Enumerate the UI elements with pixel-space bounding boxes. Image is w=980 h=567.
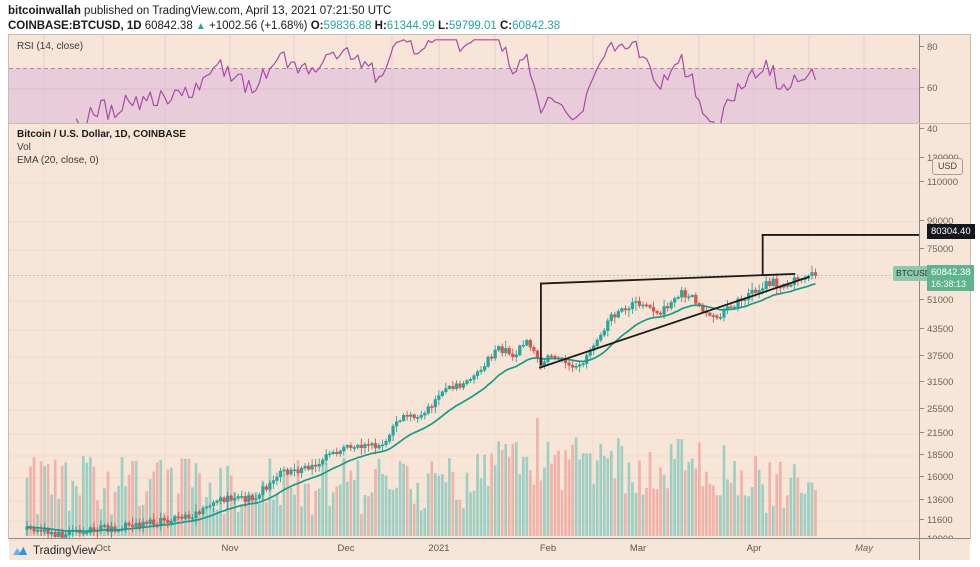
rsi-tick: 60 [920, 83, 971, 95]
tradingview-logo-icon [13, 546, 27, 555]
low-value: 59799.01 [448, 20, 497, 32]
symbol-tag-badge: BTCUSD [893, 266, 934, 281]
rsi-plot [9, 35, 919, 123]
price-tick: 37500 [920, 351, 971, 363]
price-tick: 18500 [920, 450, 971, 462]
price-tick-label: 43500 [927, 324, 954, 335]
price-tick-label: 90000 [927, 216, 954, 227]
publish-info: published on TradingView.com, April 13, … [84, 5, 392, 17]
price-tick: 16000 [920, 472, 971, 484]
price-tick: 11600 [920, 515, 971, 527]
publish-line: bitcoinwallah published on TradingView.c… [8, 2, 968, 19]
price-tick: 43500 [920, 324, 971, 336]
rsi-tick: 80 [920, 42, 971, 54]
price-tick: 21500 [920, 428, 971, 440]
price-tick-label: 16000 [927, 472, 954, 483]
price-tick: 110000 [920, 177, 971, 189]
price-tick: 25500 [920, 404, 971, 416]
price-tick-label: 37500 [927, 351, 954, 362]
close-value: 60842.38 [512, 20, 561, 32]
price-tick-label: 31500 [927, 377, 954, 388]
price-tick: 51000 [920, 295, 971, 307]
rsi-tick-label: 80 [927, 42, 938, 53]
pane-divider [9, 123, 919, 124]
price-tick-label: 21500 [927, 428, 954, 439]
rsi-tick-label: 40 [927, 124, 938, 135]
time-tick-label: Nov [221, 543, 239, 554]
rsi-line [75, 39, 817, 123]
ema-line [26, 282, 816, 533]
price-tick-label: 75000 [927, 244, 954, 255]
last-price-badge: 60842.38 16:38:13 [927, 265, 974, 291]
time-tick-label: 2021 [428, 543, 450, 554]
rsi-pane[interactable]: RSI (14, close) [9, 35, 919, 123]
last-price-value: 60842.38 [144, 20, 193, 32]
author-name: bitcoinwallah [8, 5, 81, 17]
close-key: C: [500, 20, 513, 32]
time-tick-label: Feb [539, 543, 557, 554]
time-tick-label: Dec [337, 543, 355, 554]
symbol-label: COINBASE:BTCUSD, 1D [8, 20, 142, 32]
price-tick-label: 25500 [927, 404, 954, 415]
time-tick-label: May [855, 543, 873, 554]
price-tick: 90000 [920, 216, 971, 228]
high-key: H: [374, 20, 387, 32]
tradingview-brand-label: TradingView [33, 545, 97, 557]
time-tick-label: Apr [746, 543, 762, 554]
time-axis[interactable]: Oct Nov Dec 2021 Feb Mar Apr May [9, 538, 970, 560]
price-plot [9, 124, 919, 538]
bar-countdown: 16:38:13 [931, 279, 967, 289]
volume-series [25, 418, 817, 536]
footer: TradingView [8, 540, 971, 566]
price-tick-label: 18500 [927, 450, 954, 461]
chart-header: bitcoinwallah published on TradingView.c… [8, 2, 968, 34]
up-triangle-icon: ▲ [195, 21, 206, 32]
price-tick-label: 51000 [927, 295, 954, 306]
price-tick-label: 11600 [927, 515, 953, 526]
rsi-tick-label: 60 [927, 83, 938, 94]
time-tick-label: Oct [95, 543, 111, 554]
rsi-tick: 40 [920, 124, 971, 136]
target-price-badge: 80304.40 [927, 224, 975, 239]
price-pane[interactable]: Bitcoin / U.S. Dollar, 1D, COINBASE Vol … [9, 124, 919, 538]
price-tick: 13600 [920, 495, 971, 507]
price-tick-label: 13600 [927, 495, 954, 506]
low-key: L: [437, 20, 449, 32]
time-axis-divider [919, 539, 920, 560]
open-key: O: [310, 20, 324, 32]
trendline-drawings [538, 234, 919, 369]
open-value: 59836.88 [323, 20, 372, 32]
last-price-badge-value: 60842.38 [931, 267, 971, 278]
chart-frame[interactable]: RSI (14, close) Bitcoin / U.S. Dollar, 1… [8, 34, 975, 560]
price-tick: 31500 [920, 377, 971, 389]
currency-badge[interactable]: USD [932, 158, 964, 175]
price-scale-divider [919, 123, 970, 124]
price-change: +1002.56 (+1.68%) [209, 20, 308, 32]
high-value: 61344.99 [386, 20, 435, 32]
price-tick: 75000 [920, 244, 971, 256]
price-tick-label: 110000 [927, 177, 958, 188]
time-tick-label: Mar [629, 543, 647, 554]
quote-line: COINBASE:BTCUSD, 1D 60842.38 ▲ +1002.56 … [8, 19, 968, 34]
tradingview-brand[interactable]: TradingView [12, 545, 96, 557]
